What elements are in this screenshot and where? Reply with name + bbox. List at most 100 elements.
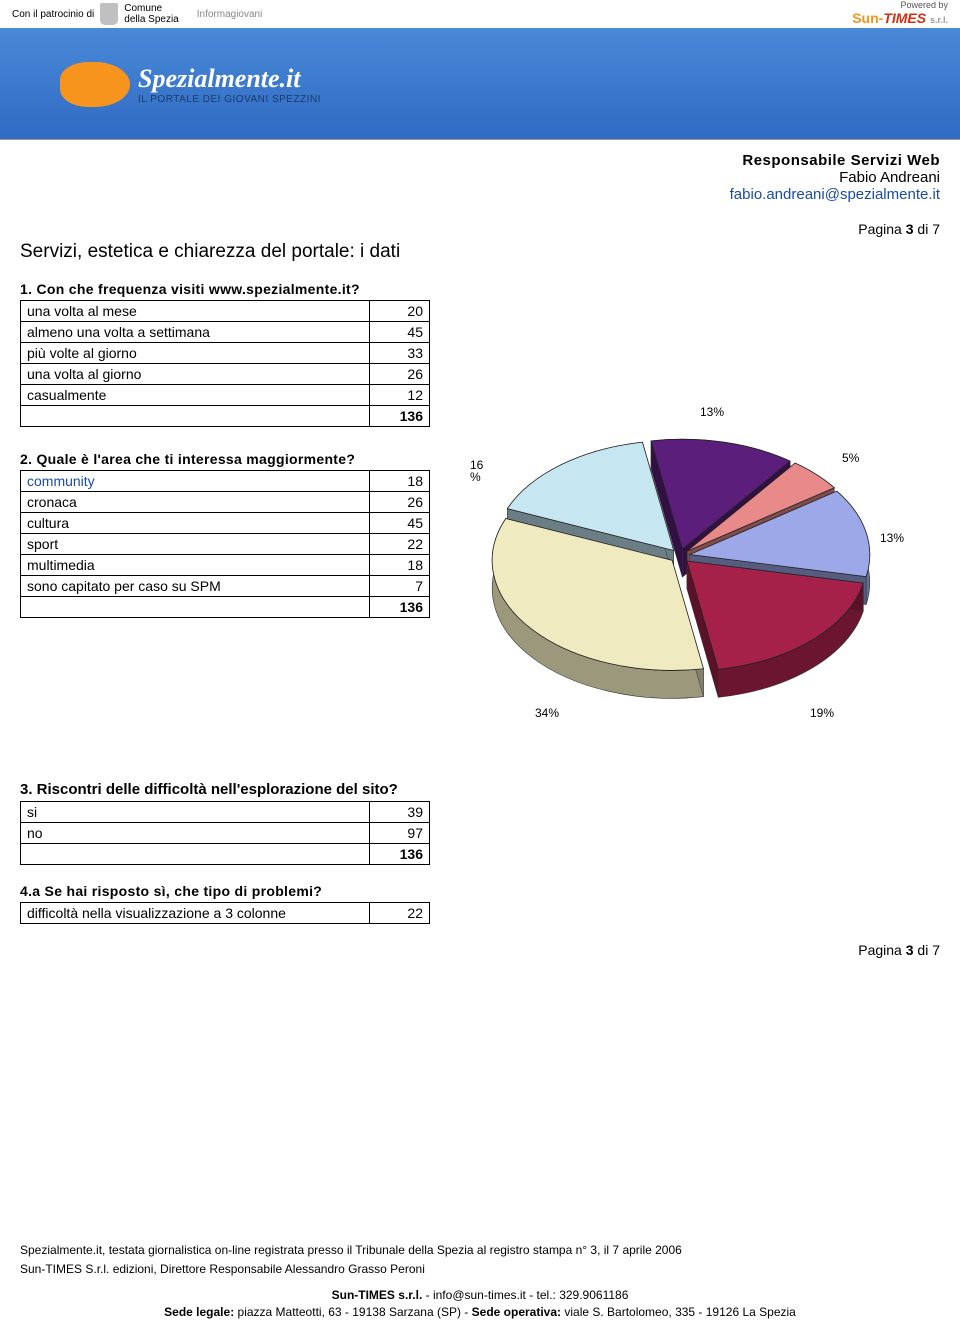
comune-name: Comune della Spezia bbox=[124, 3, 178, 25]
table-row: cronaca26 bbox=[21, 492, 430, 513]
q2-title: 2. Quale è l'area che ti interessa maggi… bbox=[20, 451, 430, 467]
pie-slice-label: 16% bbox=[470, 459, 483, 483]
q1-r1-label: almeno una volta a settimana bbox=[21, 322, 370, 343]
q3-total: 136 bbox=[370, 844, 430, 865]
footer-company: Sun-TIMES s.r.l. bbox=[332, 1288, 423, 1302]
table-row-total: 136 bbox=[21, 406, 430, 427]
q2-r3-label: sport bbox=[21, 534, 370, 555]
table-row: no97 bbox=[21, 823, 430, 844]
table-row-total: 136 bbox=[21, 844, 430, 865]
suntimes-logo: Sun-TIMES s.r.l. bbox=[852, 11, 948, 26]
q1-r4-val: 12 bbox=[370, 385, 430, 406]
q1-r2-val: 33 bbox=[370, 343, 430, 364]
q3-table: si39 no97 136 bbox=[20, 801, 430, 865]
q4-table-wrap: difficoltà nella visualizzazione a 3 col… bbox=[0, 902, 960, 924]
q1-r2-label: più volte al giorno bbox=[21, 343, 370, 364]
page-current-bottom: 3 bbox=[906, 942, 914, 958]
q4-title: 4.a Se hai risposto sì, che tipo di prob… bbox=[0, 865, 960, 902]
q3-r0-label: si bbox=[21, 802, 370, 823]
contact-email: fabio.andreani@spezialmente.it bbox=[0, 186, 940, 203]
page-number-bottom: Pagina 3 di 7 bbox=[0, 924, 960, 966]
q2-r2-label: cultura bbox=[21, 513, 370, 534]
q2-r0-val: 18 bbox=[370, 471, 430, 492]
logo-text-block: Spezialmente.it IL PORTALE DEI GIOVANI S… bbox=[138, 64, 321, 105]
q1-r0-label: una volta al mese bbox=[21, 301, 370, 322]
fish-logo-icon bbox=[60, 62, 130, 107]
footer-line2: Sun-TIMES S.r.l. edizioni, Direttore Res… bbox=[20, 1261, 940, 1278]
q1-r4-label: casualmente bbox=[21, 385, 370, 406]
table-row: multimedia18 bbox=[21, 555, 430, 576]
page-number-top: Pagina 3 di 7 bbox=[0, 211, 960, 237]
page-current-top: 3 bbox=[906, 221, 914, 237]
q3-table-wrap: si39 no97 136 bbox=[0, 801, 960, 865]
pie-slice-label: 19% bbox=[810, 706, 834, 720]
content-area: 1. Con che frequenza visiti www.spezialm… bbox=[0, 281, 960, 761]
comune-line1: Comune bbox=[124, 3, 162, 14]
q2-r4-label: multimedia bbox=[21, 555, 370, 576]
q2-r5-label: sono capitato per caso su SPM bbox=[21, 576, 370, 597]
footer-addresses: Sede legale: piazza Matteotti, 63 - 1913… bbox=[20, 1304, 940, 1321]
pie-chart: 13% 5% 13% 19% 34% 16% bbox=[450, 401, 910, 761]
table-row: community18 bbox=[21, 471, 430, 492]
table-row: almeno una volta a settimana45 bbox=[21, 322, 430, 343]
right-column: 13% 5% 13% 19% 34% 16% bbox=[450, 281, 940, 761]
comune-crest-icon bbox=[100, 3, 118, 25]
page-footer: Spezialmente.it, testata giornalistica o… bbox=[0, 1234, 960, 1335]
pie-slice-label: 5% bbox=[842, 451, 859, 465]
q2-r0-label: community bbox=[21, 471, 370, 492]
footer-sede-legale-addr: piazza Matteotti, 63 - 19138 Sarzana (SP… bbox=[234, 1305, 471, 1319]
table-row: una volta al giorno26 bbox=[21, 364, 430, 385]
q2-total-blank bbox=[21, 597, 370, 618]
footer-sep1: - bbox=[422, 1288, 433, 1302]
q3-total-blank bbox=[21, 844, 370, 865]
page-banner: Con il patrocinio di Comune della Spezia… bbox=[0, 0, 960, 140]
question-2-block: 2. Quale è l'area che ti interessa maggi… bbox=[20, 451, 430, 618]
q1-r3-val: 26 bbox=[370, 364, 430, 385]
srl-text: s.r.l. bbox=[930, 15, 948, 25]
banner-top-left: Con il patrocinio di Comune della Spezia… bbox=[12, 3, 262, 25]
q1-title: 1. Con che frequenza visiti www.spezialm… bbox=[20, 281, 430, 297]
left-column: 1. Con che frequenza visiti www.spezialm… bbox=[20, 281, 430, 761]
q1-r1-val: 45 bbox=[370, 322, 430, 343]
q3-r0-val: 39 bbox=[370, 802, 430, 823]
footer-email: info@sun-times.it bbox=[433, 1288, 526, 1302]
patrocinio-label: Con il patrocinio di bbox=[12, 9, 94, 20]
q2-r1-label: cronaca bbox=[21, 492, 370, 513]
pie-slice-label: 13% bbox=[880, 531, 904, 545]
times-text: TIMES bbox=[883, 10, 926, 26]
q2-r2-val: 45 bbox=[370, 513, 430, 534]
q3-r1-label: no bbox=[21, 823, 370, 844]
footer-sede-op-label: Sede operativa: bbox=[472, 1305, 561, 1319]
banner-top-strip: Con il patrocinio di Comune della Spezia… bbox=[0, 0, 960, 28]
q2-r4-val: 18 bbox=[370, 555, 430, 576]
footer-sede-legale-label: Sede legale: bbox=[164, 1305, 234, 1319]
pie-slice-label: 34% bbox=[535, 706, 559, 720]
q2-table: community18 cronaca26 cultura45 sport22 … bbox=[20, 470, 430, 618]
banner-top-right: Powered by Sun-TIMES s.r.l. bbox=[852, 1, 948, 26]
q4-table: difficoltà nella visualizzazione a 3 col… bbox=[20, 902, 430, 924]
q2-r1-val: 26 bbox=[370, 492, 430, 513]
pie-slice-label: 13% bbox=[700, 405, 724, 419]
comune-line2: della Spezia bbox=[124, 14, 178, 25]
q2-total: 136 bbox=[370, 597, 430, 618]
table-row: sport22 bbox=[21, 534, 430, 555]
contact-header: Responsabile Servizi Web Fabio Andreani … bbox=[0, 140, 960, 211]
pie-chart-svg bbox=[450, 401, 910, 761]
banner-main: Spezialmente.it IL PORTALE DEI GIOVANI S… bbox=[0, 28, 960, 140]
q3-title: 3. Riscontri delle difficoltà nell'esplo… bbox=[0, 761, 960, 801]
q1-r3-label: una volta al giorno bbox=[21, 364, 370, 385]
q1-total: 136 bbox=[370, 406, 430, 427]
contact-name: Fabio Andreani bbox=[0, 169, 940, 186]
sun-text: Sun- bbox=[852, 10, 883, 26]
informagiovani-label: Informagiovani bbox=[197, 9, 263, 20]
table-row: una volta al mese20 bbox=[21, 301, 430, 322]
footer-sede-op-addr: viale S. Bartolomeo, 335 - 19126 La Spez… bbox=[561, 1305, 796, 1319]
footer-tel: - tel.: 329.9061186 bbox=[526, 1288, 629, 1302]
table-row: più volte al giorno33 bbox=[21, 343, 430, 364]
footer-contact: Sun-TIMES s.r.l. - info@sun-times.it - t… bbox=[20, 1287, 940, 1304]
question-1-block: 1. Con che frequenza visiti www.spezialm… bbox=[20, 281, 430, 427]
table-row: si39 bbox=[21, 802, 430, 823]
table-row: sono capitato per caso su SPM7 bbox=[21, 576, 430, 597]
q1-total-blank bbox=[21, 406, 370, 427]
contact-role: Responsabile Servizi Web bbox=[0, 152, 940, 169]
